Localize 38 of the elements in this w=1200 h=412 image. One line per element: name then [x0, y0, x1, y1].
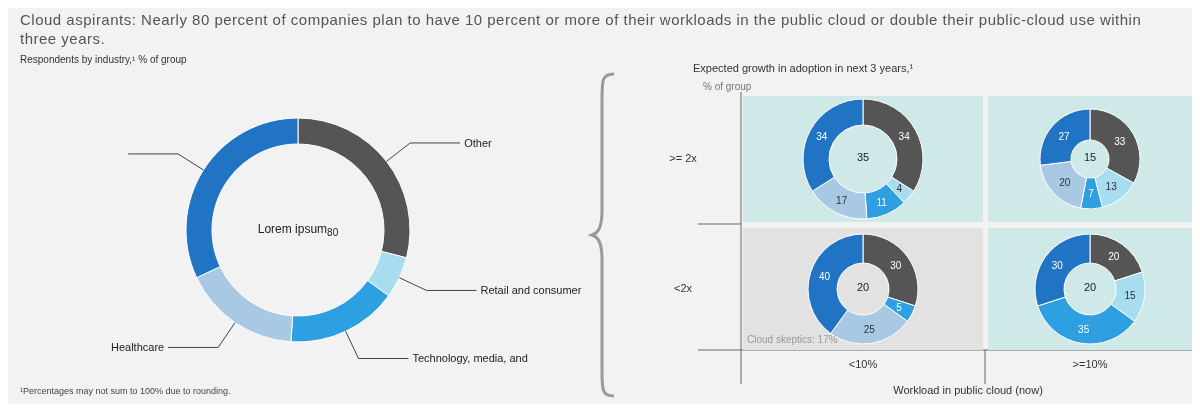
- data-label: 30: [890, 259, 902, 271]
- data-label: 4: [896, 183, 903, 195]
- data-label: 15: [1124, 289, 1136, 301]
- slice-label: Healthcare: [110, 341, 165, 354]
- data-label: 5: [896, 301, 903, 313]
- text: <10%: [847, 358, 879, 370]
- data-label: 11: [876, 196, 888, 208]
- text: 20: [1083, 281, 1097, 293]
- text: 20: [855, 281, 871, 293]
- chart-title: Expected growth in adoption in next 3 years,¹: [693, 62, 915, 74]
- text: <2x: [672, 282, 693, 294]
- data-label: 33: [1114, 135, 1126, 147]
- data-label: 20: [1108, 250, 1120, 262]
- slice-label: Technology, media, and: [412, 352, 528, 365]
- data-label: 13: [1105, 180, 1118, 192]
- chart-subtitle: % of group: [703, 81, 752, 92]
- data-label: 25: [863, 323, 876, 335]
- text: >=10%: [1071, 358, 1109, 370]
- data-label: 40: [818, 270, 831, 282]
- slice-label: Retail and consumer: [480, 284, 582, 297]
- data-label: 34: [898, 130, 911, 142]
- slice-label: Other: [464, 136, 493, 149]
- data-label: 27: [1058, 130, 1071, 142]
- text: ¹Percentages may not sum to 100% due to rounding.: [20, 386, 231, 396]
- text: Lorem ipsum$_{80}$: [256, 222, 340, 239]
- data-label: 17: [836, 195, 848, 207]
- text: Cloud skeptics: 17%: [747, 334, 838, 345]
- data-label: 35: [1078, 323, 1090, 335]
- data-label: 20: [1059, 177, 1071, 189]
- chart-title: Cloud aspirants: Nearly 80 percent of companies plan to have 10 percent or more of their workloads in the public cloud or double their public-cloud use within three years.: [20, 10, 1143, 48]
- text: 35: [855, 151, 871, 163]
- data-label: 34: [816, 130, 828, 142]
- data-label: 30: [1051, 259, 1064, 271]
- chart-subtitle: Respondents by industry,¹ % of group: [20, 54, 187, 65]
- data-label: 7: [1088, 187, 1095, 199]
- text: Workload in public cloud (now): [892, 384, 1044, 396]
- text: >= 2x: [668, 152, 698, 164]
- text: 15: [1082, 151, 1098, 163]
